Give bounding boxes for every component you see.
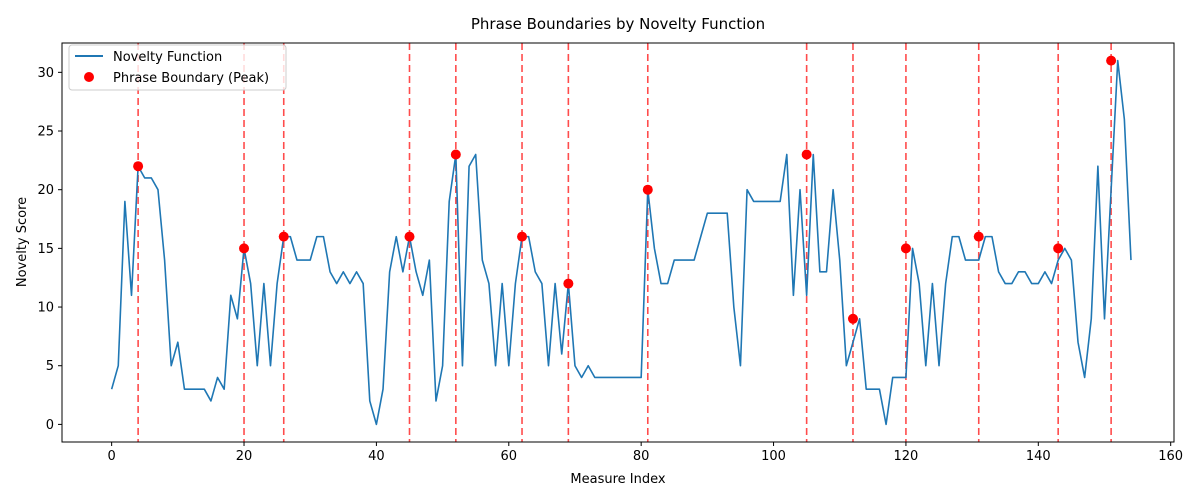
- x-axis: 0 20 40 60 80 100 120 140 160: [108, 442, 1183, 464]
- y-tick-label: 10: [37, 301, 54, 316]
- peak-marker: [517, 231, 528, 242]
- peak-marker: [847, 313, 858, 324]
- y-tick-label: 15: [37, 242, 54, 257]
- y-axis: 0 5 10 15 20 25 30: [37, 66, 62, 433]
- x-axis-title: Measure Index: [570, 472, 665, 487]
- y-tick-label: 30: [37, 66, 54, 81]
- x-tick-label: 120: [894, 449, 919, 464]
- x-tick-label: 40: [368, 449, 385, 464]
- peak-marker: [642, 184, 653, 195]
- peak-marker: [801, 149, 812, 160]
- axes-frame: [61, 42, 1175, 443]
- peak-marker: [278, 231, 289, 242]
- x-tick-label: 0: [108, 449, 116, 464]
- x-tick-label: 80: [633, 449, 650, 464]
- x-tick-label: 20: [236, 449, 253, 464]
- peak-marker: [239, 243, 250, 254]
- legend-box: [68, 44, 287, 91]
- chart-title: Phrase Boundaries by Novelty Function: [471, 15, 765, 33]
- x-tick-label: 60: [501, 449, 518, 464]
- peak-marker: [1053, 243, 1064, 254]
- y-tick-label: 5: [46, 359, 54, 374]
- x-tick-label: 100: [761, 449, 786, 464]
- y-tick-label: 0: [46, 418, 54, 433]
- y-tick-label: 25: [37, 125, 54, 140]
- peak-marker: [973, 231, 984, 242]
- legend-label-peaks: Phrase Boundary (Peak): [113, 71, 269, 86]
- peak-marker: [450, 149, 461, 160]
- y-tick-label: 20: [37, 183, 54, 198]
- peak-marker: [1106, 55, 1117, 66]
- novelty-line: [110, 59, 1132, 426]
- peak-marker: [563, 278, 574, 289]
- y-axis-title: Novelty Score: [15, 197, 30, 287]
- legend-label-novelty: Novelty Function: [113, 50, 222, 65]
- legend-marker-swatch: [84, 72, 94, 82]
- x-tick-label: 160: [1158, 449, 1183, 464]
- plot-area: [110, 43, 1132, 442]
- legend: Novelty Function Phrase Boundary (Peak): [68, 44, 287, 91]
- x-tick-label: 140: [1026, 449, 1051, 464]
- peak-marker: [133, 161, 144, 172]
- peak-marker: [404, 231, 415, 242]
- peak-marker: [900, 243, 911, 254]
